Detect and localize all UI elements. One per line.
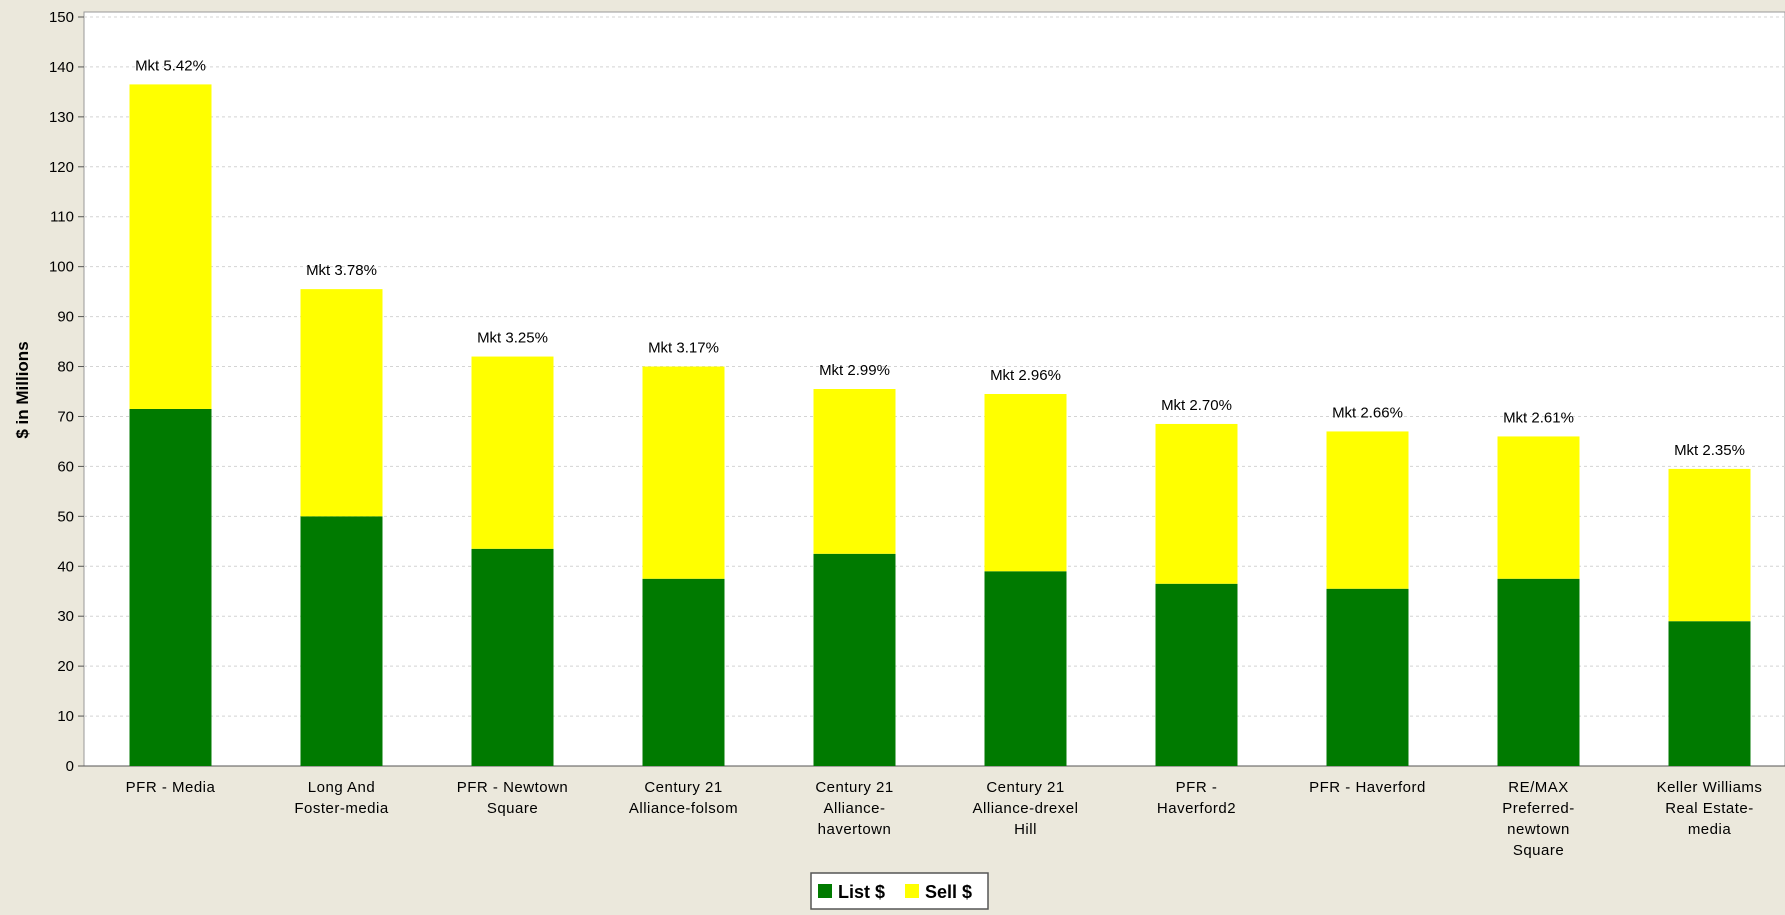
bar-segment-list (1326, 588, 1409, 766)
x-category-label: Alliance-folsom (629, 800, 738, 817)
bar-annotation: Mkt 2.61% (1503, 409, 1574, 426)
y-tick-label: 50 (57, 508, 74, 525)
bar-segment-sell (1155, 423, 1238, 584)
x-category-label: Hill (1014, 821, 1037, 838)
bar-segment-list (1155, 583, 1238, 766)
y-tick-label: 0 (66, 758, 74, 775)
x-category-label: Century 21 (986, 779, 1064, 796)
bar-annotation: Mkt 2.66% (1332, 404, 1403, 421)
bar-annotation: Mkt 2.96% (990, 367, 1061, 384)
x-category-label: PFR - Haverford (1309, 779, 1426, 796)
bar-segment-sell (471, 356, 554, 549)
x-category-label: PFR - (1176, 779, 1218, 796)
x-category-label: Keller Williams (1657, 779, 1763, 796)
bar-segment-sell (1497, 436, 1580, 579)
x-category-label: Haverford2 (1157, 800, 1236, 817)
bar-annotation: Mkt 3.25% (477, 330, 548, 347)
bar-segment-list (129, 408, 212, 766)
bar-segment-sell (1326, 431, 1409, 589)
y-tick-label: 150 (49, 9, 74, 26)
y-axis-title: $ in Millions (13, 341, 32, 438)
y-tick-label: 20 (57, 658, 74, 675)
y-tick-label: 80 (57, 359, 74, 376)
x-category-label: media (1688, 821, 1732, 838)
x-category-label: Real Estate- (1665, 800, 1754, 817)
x-category-label: Century 21 (644, 779, 722, 796)
x-category-label: Century 21 (815, 779, 893, 796)
x-category-label: Preferred- (1502, 800, 1575, 817)
y-tick-label: 30 (57, 608, 74, 625)
y-tick-label: 60 (57, 458, 74, 475)
bar-segment-sell (129, 84, 212, 409)
legend-swatch-list (818, 884, 832, 898)
bar-annotation: Mkt 2.70% (1161, 397, 1232, 414)
x-category-label: havertown (818, 821, 892, 838)
y-tick-label: 90 (57, 309, 74, 326)
y-tick-label: 140 (49, 59, 74, 76)
bar-segment-sell (642, 366, 725, 579)
bars (129, 84, 1751, 766)
bar-segment-list (813, 553, 896, 766)
x-category-label: newtown (1507, 821, 1570, 838)
bar-segment-list (642, 578, 725, 766)
bar-annotation: Mkt 5.42% (135, 57, 206, 74)
x-category-label: PFR - Newtown (457, 779, 569, 796)
bar-segment-list (1497, 578, 1580, 766)
legend-label-list: List $ (838, 882, 885, 902)
y-tick-label: 130 (49, 109, 74, 126)
bar-segment-list (300, 516, 383, 766)
legend-label-sell: Sell $ (925, 882, 972, 902)
bar-annotation: Mkt 3.17% (648, 340, 719, 357)
y-tick-label: 40 (57, 558, 74, 575)
y-tick-label: 110 (50, 209, 74, 226)
x-category-label: Alliance- (823, 800, 885, 817)
bar-annotation: Mkt 2.99% (819, 362, 890, 379)
bar-segment-list (471, 548, 554, 766)
bar-segment-sell (1668, 468, 1751, 622)
bar-segment-sell (300, 289, 383, 517)
bar-segment-list (984, 571, 1067, 766)
bar-segment-sell (984, 393, 1067, 572)
x-category-label: Square (1513, 842, 1564, 859)
x-category-label: Alliance-drexel (973, 800, 1079, 817)
bar-annotation: Mkt 2.35% (1674, 442, 1745, 459)
legend: List $ Sell $ (810, 872, 989, 910)
legend-box (810, 872, 989, 910)
x-category-label: Long And (308, 779, 375, 796)
bar-segment-sell (813, 389, 896, 554)
x-category-label: Square (487, 800, 538, 817)
y-tick-label: 120 (49, 159, 74, 176)
x-category-label: PFR - Media (126, 779, 216, 796)
legend-swatch-sell (905, 884, 919, 898)
y-tick-label: 100 (49, 259, 74, 276)
y-tick-label: 10 (57, 708, 74, 725)
x-category-label: RE/MAX (1508, 779, 1569, 796)
labels: Mkt 5.42% PFR - Media Mkt 3.78% Long And Fos… (126, 57, 1763, 859)
y-tick-label: 70 (57, 408, 74, 425)
bar-annotation: Mkt 3.78% (306, 262, 377, 279)
x-category-label: Foster-media (294, 800, 389, 817)
bar-segment-list (1668, 621, 1751, 766)
